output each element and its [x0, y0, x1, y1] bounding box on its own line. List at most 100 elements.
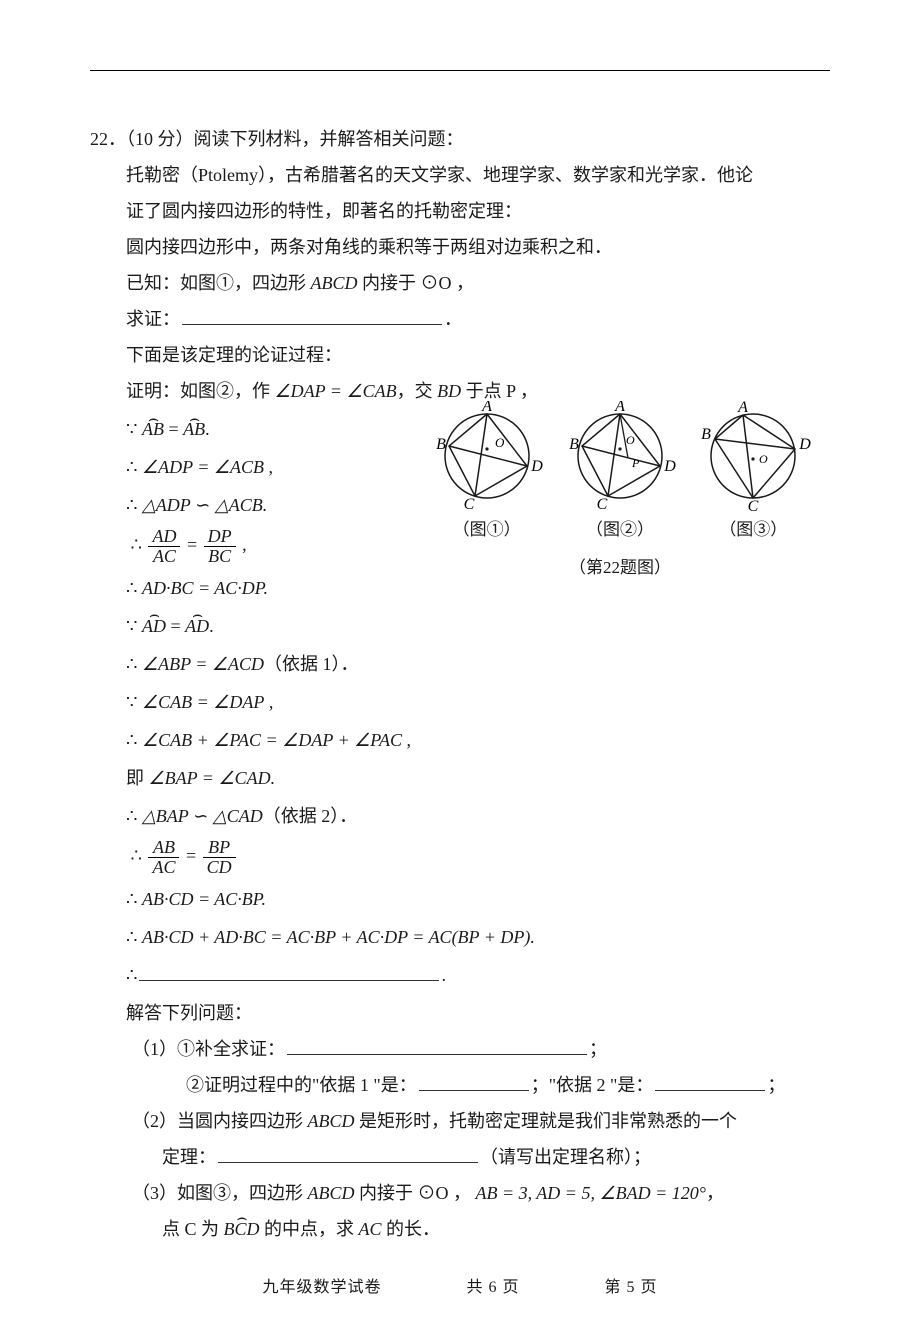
f1nl: AD: [148, 527, 180, 546]
fig1-A: A: [481, 401, 492, 415]
q2-blank: [218, 1145, 478, 1163]
page-footer: 九年级数学试卷 共 6 页 第 5 页: [90, 1273, 830, 1297]
pl-8: ∵ ∠CAB = ∠DAP ,: [126, 684, 830, 720]
question-number: 22．（10 分）阅读下列材料，并解答相关问题：: [90, 121, 466, 157]
question-22: 22．（10 分）阅读下列材料，并解答相关问题： 托勒密（Ptolemy），古希…: [90, 121, 830, 1247]
f1dl: AC: [148, 546, 180, 566]
bap-cad: ∠BAP = ∠CAD.: [149, 768, 276, 788]
q3-vals: AB = 3, AD = 5, ∠BAD = 120°: [476, 1183, 706, 1203]
fig2-D: D: [663, 458, 676, 475]
sim2-l: △BAP: [142, 806, 189, 826]
fig2-O: O: [626, 433, 635, 447]
arc-ab-l: AB: [142, 411, 164, 447]
f2dl: AC: [148, 857, 179, 877]
qnum-text: 22．: [90, 129, 126, 149]
top-rule: [90, 70, 830, 71]
sim1-l: △ADP: [142, 495, 191, 515]
q2-line2: 定理：（请写出定理名称）；: [126, 1139, 830, 1175]
q1-2-semi: ；: [767, 1075, 785, 1095]
pl-15: ∴.: [126, 957, 830, 993]
frac2-r: BPCD: [203, 838, 236, 877]
question-header: 22．（10 分）阅读下列材料，并解答相关问题：: [90, 121, 830, 157]
final: AB·CD + AD·BC = AC·BP + AC·DP = AC(BP + …: [142, 927, 535, 947]
ie: 即: [126, 768, 149, 788]
adp-acb: ∠ADP = ∠ACB: [142, 457, 264, 477]
fig2-svg: A B C D O P: [560, 401, 680, 511]
fig1-O: O: [495, 435, 505, 450]
f1nr: DP: [204, 527, 236, 546]
para3: 圆内接四边形中，两条对角线的乘积等于两组对边乘积之和．: [126, 229, 830, 265]
q3-f: 的长．: [382, 1219, 441, 1239]
fig3-cap: （图③）: [693, 513, 813, 547]
q1-2-label: ②证明过程中的"依据 1 "是：: [186, 1075, 417, 1095]
f2nr: BP: [203, 838, 236, 857]
known-tail: 内接于 ⊙O ，: [358, 273, 475, 293]
known-math: ABCD: [311, 273, 358, 293]
fig1-cap: （图①）: [427, 513, 547, 547]
q3-b: 内接于 ⊙O ，: [355, 1183, 476, 1203]
points: （10 分）: [126, 129, 194, 149]
fig2-P: P: [631, 456, 640, 470]
footer-right: 第 5 页: [605, 1279, 658, 1296]
q3-line2: 点 C 为 BCD 的中点，求 AC 的长．: [126, 1211, 830, 1247]
pl-9: ∴ ∠CAB + ∠PAC = ∠DAP + ∠PAC ,: [126, 722, 830, 758]
basis1: （依据 1）．: [264, 654, 359, 674]
f1dr: BC: [204, 546, 236, 566]
q1-2-blank2: [655, 1073, 765, 1091]
q1-2-mid: ；"依据 2 "是：: [531, 1075, 654, 1095]
fig1-B: B: [436, 436, 446, 453]
q2-line1: （2）当圆内接四边形 ABCD 是矩形时，托勒密定理就是我们非常熟悉的一个: [126, 1103, 830, 1139]
fig3-svg: A B C D O: [693, 401, 813, 511]
sim2-r: △CAD: [213, 806, 263, 826]
figure-2: A B C D O P （图②）: [560, 401, 680, 547]
fig3-O: O: [759, 452, 768, 466]
sim1-r: △ACB.: [215, 495, 267, 515]
q3-a: （3）如图③，四边形: [132, 1183, 308, 1203]
basis2: （依据 2）．: [263, 806, 358, 826]
fig3-C: C: [748, 498, 759, 511]
figure-row: A B C D O （图①）: [420, 401, 820, 547]
proof-bd: BD: [437, 381, 461, 401]
q1-2: ②证明过程中的"依据 1 "是： ；"依据 2 "是： ；: [126, 1067, 830, 1103]
q3-c: ，: [706, 1183, 724, 1203]
prove-period: ．: [444, 309, 462, 329]
fig-main-cap: （第22题图）: [420, 551, 820, 585]
prod2: AB·CD = AC·BP.: [142, 889, 266, 909]
para1: 托勒密（Ptolemy），古希腊著名的天文学家、地理学家、数学家和光学家．他论: [126, 157, 830, 193]
q1-1-semi: ；: [589, 1039, 607, 1059]
q2-b: 是矩形时，托勒密定理就是我们非常熟悉的一个: [355, 1111, 738, 1131]
para2: 证了圆内接四边形的特性，即著名的托勒密定理：: [126, 193, 830, 229]
q2-abcd: ABCD: [308, 1111, 355, 1131]
fig1-D: D: [530, 458, 543, 475]
intro: 阅读下列材料，并解答相关问题：: [194, 129, 464, 149]
page: 22．（10 分）阅读下列材料，并解答相关问题： 托勒密（Ptolemy），古希…: [0, 0, 920, 1337]
proof-eq1: ∠DAP = ∠CAB: [275, 381, 397, 401]
q2-a: （2）当圆内接四边形: [132, 1111, 308, 1131]
q3-d: 点 C 为: [162, 1219, 224, 1239]
pl-6: ∵ AD = AD.: [126, 608, 830, 644]
q1-1: （1）①补全求证：；: [126, 1031, 830, 1067]
final-blank: [139, 963, 439, 981]
below: 下面是该定理的论证过程：: [126, 337, 830, 373]
sum: ∠CAB + ∠PAC = ∠DAP + ∠PAC: [142, 730, 402, 750]
question-content: 托勒密（Ptolemy），古希腊著名的天文学家、地理学家、数学家和光学家．他论 …: [90, 157, 830, 1247]
fig1-svg: A B C D O: [427, 401, 547, 511]
pl-10: 即 ∠BAP = ∠CAD.: [126, 760, 830, 796]
proof-tail: 于点 P ，: [461, 381, 538, 401]
fig3-D: D: [799, 436, 812, 453]
arc-ad-l: AD: [142, 608, 166, 644]
q3-ac: AC: [359, 1219, 382, 1239]
prove-blank: [182, 307, 442, 325]
pl-11: ∴ △BAP ∽ △CAD（依据 2）．: [126, 798, 830, 834]
fig3-A: A: [737, 401, 748, 416]
pl-12: ∴ ABAC = BPCD: [126, 836, 830, 879]
q3-arc: BCD: [224, 1211, 260, 1247]
fig1-C: C: [463, 496, 474, 511]
known-label: 已知：如图①，四边形: [126, 273, 311, 293]
fig2-C: C: [597, 496, 608, 511]
abp-acd: ∠ABP = ∠ACD: [142, 654, 264, 674]
q3-e: 的中点，求: [260, 1219, 359, 1239]
pl-13: ∴ AB·CD = AC·BP.: [126, 881, 830, 917]
prove-label: 求证：: [126, 309, 180, 329]
proof-label: 证明：如图②，作: [126, 381, 275, 401]
